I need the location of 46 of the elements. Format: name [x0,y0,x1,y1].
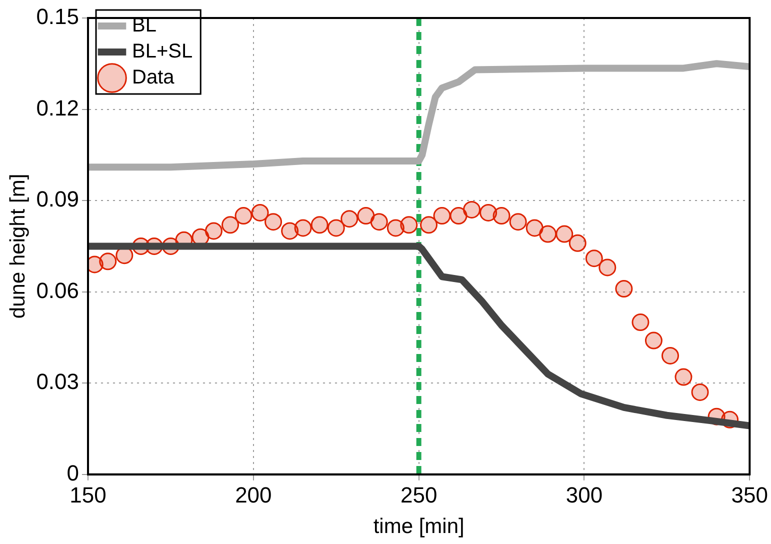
y-tick-label: 0.09 [36,186,80,212]
point [691,384,709,401]
point [204,222,222,240]
point [556,225,574,243]
y-tick-label: 0.06 [36,278,80,303]
point [632,314,650,332]
x-tick-label: 300 [566,482,603,508]
point [492,207,510,225]
point [644,332,662,350]
point [509,213,527,231]
x-axis-title: time [min] [373,515,464,538]
point [539,225,557,243]
legend-label: Data [132,66,176,89]
point [340,210,358,228]
point [598,258,616,276]
x-tick-label: 150 [70,482,106,508]
point [222,216,240,234]
point [294,219,312,237]
point [674,368,692,386]
x-tick-label: 250 [400,482,438,508]
point [526,219,544,237]
y-tick-label: 0.12 [36,95,80,120]
point [370,213,388,231]
point [251,204,269,222]
point [400,216,418,234]
point [99,252,117,270]
point [234,207,252,225]
x-tick-label: 200 [235,482,272,508]
point [662,346,679,364]
point [327,219,345,237]
point [357,207,375,225]
y-tick-label: 0.03 [36,369,80,394]
point [450,207,468,225]
point [310,216,328,234]
y-axis-title: dune height [m] [6,174,30,319]
point [568,234,586,252]
point [420,216,438,234]
point [264,213,282,231]
point [585,250,603,268]
point [433,207,451,225]
y-tick-label: 0.15 [36,4,80,30]
legend-label: BL+SL [132,40,193,63]
x-tick-label: 350 [731,482,768,508]
point [615,280,633,298]
point [463,200,481,218]
y-tick-label: 0 [66,460,80,486]
